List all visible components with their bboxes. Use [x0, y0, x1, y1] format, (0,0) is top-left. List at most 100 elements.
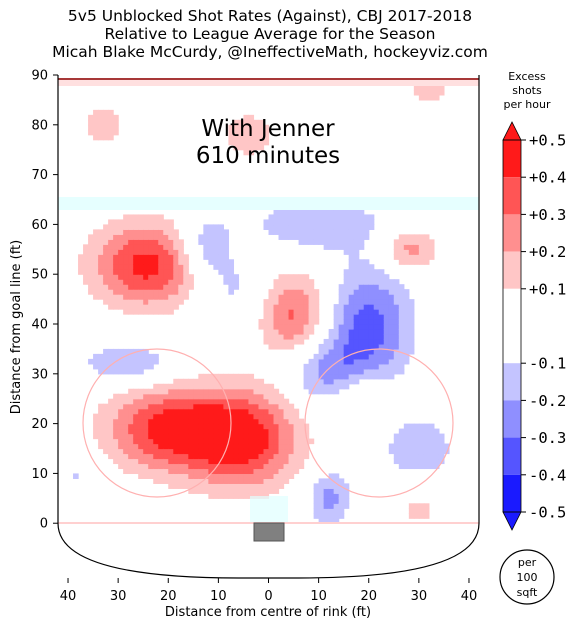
heat-cell	[128, 214, 134, 221]
heat-cell	[343, 343, 350, 350]
heat-cell	[338, 299, 345, 305]
heat-cell	[103, 358, 109, 365]
heat-cell	[103, 403, 109, 410]
heat-cell	[123, 279, 129, 285]
heat-cell	[233, 433, 240, 440]
heat-cell	[148, 274, 154, 280]
y-tick-label: 10	[31, 467, 48, 482]
heat-cell	[228, 448, 235, 455]
heat-cell	[153, 284, 159, 290]
heat-cell	[108, 234, 114, 240]
heat-cell	[198, 478, 204, 484]
heat-cell	[328, 209, 335, 216]
heat-cell	[228, 259, 235, 265]
heat-cell	[403, 304, 410, 310]
heat-cell	[228, 458, 235, 465]
heat-cell	[173, 378, 179, 385]
heat-cell	[263, 333, 270, 340]
heat-cell	[133, 239, 139, 245]
heat-cell	[363, 309, 370, 315]
heat-cell	[183, 458, 189, 465]
heat-cell	[433, 89, 440, 96]
heat-cell	[343, 333, 350, 340]
heat-cell	[293, 408, 300, 415]
heat-cell	[333, 219, 340, 226]
heat-cell	[98, 119, 104, 126]
heat-cell	[133, 428, 139, 435]
heat-cell	[158, 438, 164, 445]
heat-cell	[293, 463, 300, 470]
heat-cell	[238, 453, 245, 460]
heat-cell	[178, 388, 184, 395]
heat-cell	[243, 144, 250, 151]
heat-cell	[423, 244, 430, 250]
heat-cell	[248, 388, 255, 395]
heat-cell	[188, 378, 194, 385]
heat-cell	[143, 279, 149, 285]
heat-cell	[338, 224, 345, 230]
heat-cell	[113, 393, 119, 400]
heat-cell	[223, 229, 229, 235]
heat-cell	[118, 234, 124, 240]
heat-cell	[428, 433, 435, 440]
heat-cell	[293, 214, 300, 221]
heat-cell	[203, 428, 209, 435]
heat-cell	[128, 353, 134, 360]
heat-cell	[148, 453, 154, 460]
heat-cell	[398, 324, 405, 330]
heat-cell	[428, 249, 435, 255]
heat-cell	[163, 244, 169, 250]
heat-cell	[318, 229, 325, 235]
heat-cell	[113, 249, 119, 255]
heat-cell	[263, 468, 270, 475]
heat-cell	[83, 279, 89, 285]
heat-cell	[383, 324, 390, 330]
heat-cell	[188, 458, 194, 465]
heat-cell	[193, 468, 199, 475]
heat-cell	[418, 453, 425, 460]
heat-cell	[128, 348, 134, 355]
heat-cell	[98, 244, 104, 250]
heat-cell	[428, 443, 435, 450]
heat-cell	[93, 279, 99, 285]
heat-cell	[228, 289, 235, 295]
heat-cell	[298, 284, 305, 290]
heat-cell	[243, 134, 250, 141]
heat-cell	[98, 279, 104, 285]
heat-cell	[173, 433, 179, 440]
heat-cell	[198, 418, 204, 425]
heat-cell	[313, 358, 320, 365]
heat-cell	[123, 254, 129, 260]
heat-cell	[143, 448, 149, 455]
heat-cell	[198, 443, 204, 450]
heat-cell	[158, 388, 164, 395]
heat-cell	[108, 413, 114, 420]
heat-cell	[98, 134, 104, 141]
x-tick-label: 30	[110, 589, 127, 604]
heat-cell	[283, 229, 290, 235]
heat-cell	[138, 264, 144, 270]
heat-cell	[123, 259, 129, 265]
heat-cell	[238, 493, 245, 499]
heat-cell	[113, 254, 119, 260]
heat-cell	[233, 284, 240, 290]
heat-cell	[298, 423, 305, 430]
heat-cell	[118, 348, 124, 355]
heat-cell	[358, 224, 365, 230]
heat-cell	[233, 373, 240, 380]
heat-cell	[123, 413, 129, 420]
heat-cell	[438, 443, 445, 450]
heat-cell	[158, 408, 164, 415]
heat-cell	[328, 493, 335, 499]
heat-cell	[268, 319, 275, 325]
heat-cell	[103, 448, 109, 455]
heat-cell	[308, 383, 315, 390]
heat-cell	[358, 363, 365, 370]
heat-cell	[253, 383, 260, 390]
heat-cell	[148, 254, 154, 260]
heat-cell	[258, 403, 265, 410]
heat-cell	[138, 234, 144, 240]
y-tick-label: 50	[31, 268, 48, 283]
heat-cell	[268, 224, 275, 230]
heat-cell	[103, 438, 109, 445]
